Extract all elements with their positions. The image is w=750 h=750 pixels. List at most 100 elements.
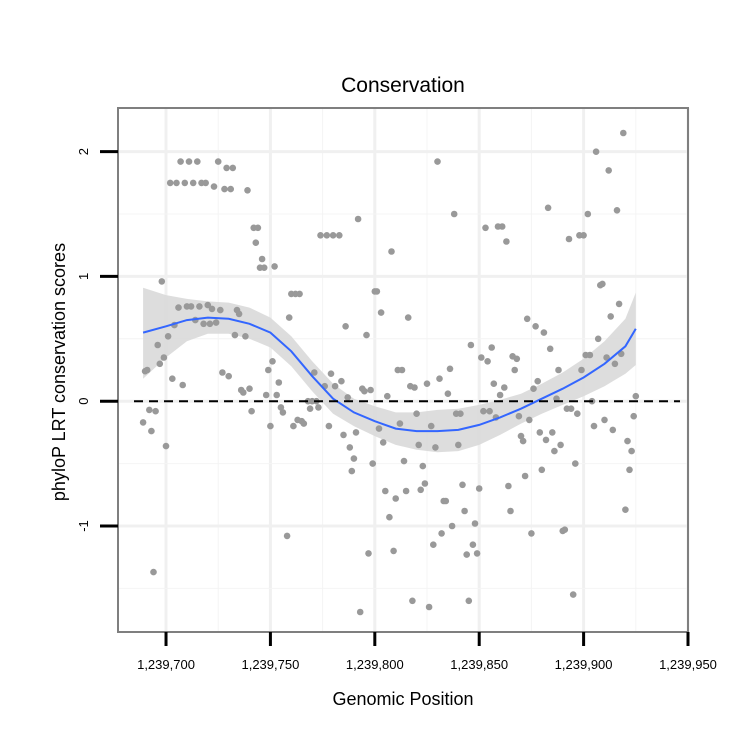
data-point [425,603,433,611]
data-point [519,437,527,445]
chart-title: Conservation [341,74,465,97]
data-point [528,530,535,537]
data-point [436,375,443,383]
data-point [189,179,197,187]
data-point [578,366,585,374]
data-point [146,406,153,414]
data-point [377,309,385,316]
data-point [323,232,331,239]
data-point [200,320,207,328]
data-point [609,426,617,434]
data-point [221,185,228,193]
data-point [478,354,485,361]
data-point [498,223,506,230]
data-point [227,185,234,193]
data-point [315,404,322,411]
data-point [601,416,608,424]
data-point [361,387,368,395]
data-point [329,232,337,239]
data-point [181,179,189,187]
data-point [586,351,594,359]
data-point [442,497,450,505]
data-point [382,487,389,495]
data-point [444,390,452,398]
data-point [204,301,212,309]
data-point [561,526,569,533]
data-point [496,391,504,399]
data-point [572,460,579,467]
data-point [409,597,416,605]
panel-border [117,107,689,633]
data-point [455,441,462,449]
data-point [448,522,456,530]
data-point [356,608,364,616]
data-point [252,239,260,246]
data-point [240,389,247,396]
x-tick-label: 1,239,800 [346,657,404,672]
data-point [229,164,237,172]
data-point [160,354,168,361]
data-point [475,485,483,492]
data-point [465,597,473,605]
data-point [235,310,243,318]
data-point [283,532,291,540]
data-point [269,358,276,365]
data-point [354,215,362,223]
data-point [260,264,268,272]
data-point [515,412,523,420]
data-point [271,263,278,270]
data-point [530,385,537,393]
data-point [352,429,360,436]
data-point [217,306,224,314]
data-point [423,380,431,388]
data-point [265,366,272,374]
data-point [611,360,619,368]
data-point [169,375,176,383]
data-point [501,384,508,391]
data-point [459,481,466,489]
data-point [369,460,377,467]
data-point [212,319,220,326]
data-point [505,482,512,490]
data-point [534,377,541,385]
data-point [584,210,592,218]
data-point [413,410,420,418]
data-point [156,360,164,368]
data-point [517,432,525,440]
data-point [162,442,170,450]
data-point [296,290,303,298]
data-point [624,437,631,445]
data-point [484,358,491,365]
plot-panel [117,107,690,633]
data-point [630,412,637,420]
data-point [152,407,159,415]
data-point [231,331,239,339]
data-point [248,407,255,415]
data-point [254,224,262,232]
x-axis-label: Genomic Position [332,689,473,709]
data-point [507,507,514,515]
data-point [580,232,587,239]
data-point [206,320,214,328]
x-axis: 1,239,700 1,239,750 1,239,800 1,239,850 1,23… [137,632,717,672]
data-point [279,409,287,416]
data-point [346,444,354,451]
data-point [327,370,335,378]
data-points [139,129,640,616]
data-point [225,372,232,380]
y-tick-label: 2 [76,148,91,155]
data-point [411,384,418,391]
data-point [565,235,573,243]
data-point [620,129,627,137]
y-tick-label: 1 [76,273,91,280]
data-point [419,462,427,470]
data-point [277,404,285,411]
x-tick-label: 1,239,900 [555,657,613,672]
data-point [513,355,521,363]
data-point [258,255,266,263]
data-point [179,381,186,389]
data-point [143,366,151,374]
data-point [613,207,621,214]
y-tick-label: 0 [76,398,91,405]
data-point [446,365,454,373]
